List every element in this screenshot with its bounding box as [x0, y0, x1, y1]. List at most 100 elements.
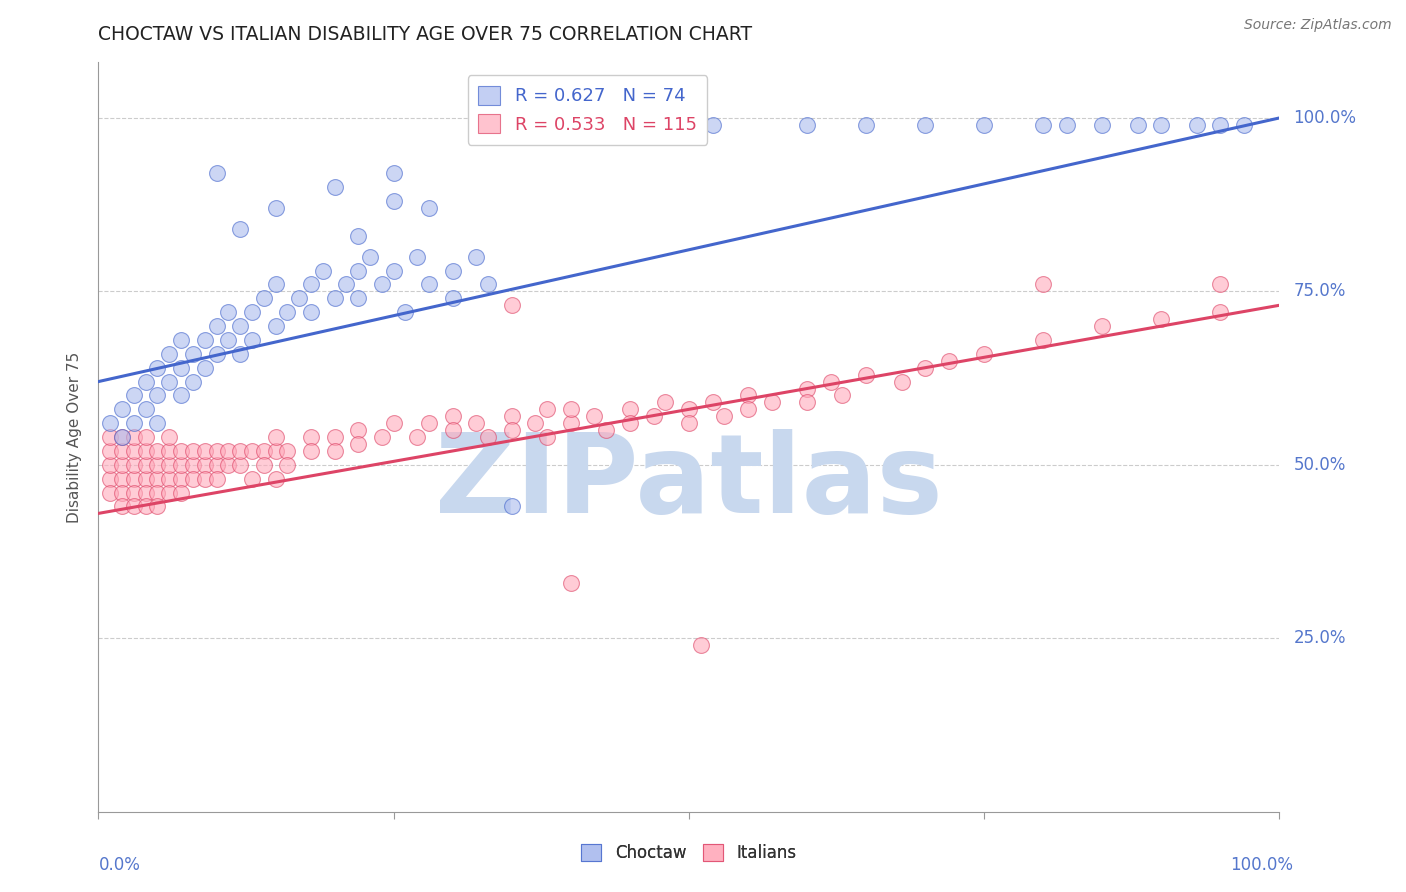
Point [122, 388, 145, 402]
Point [890, 375, 912, 389]
Point [205, 458, 228, 472]
Point [217, 444, 239, 458]
Point [205, 347, 228, 361]
Point [264, 319, 287, 334]
Point [382, 194, 405, 209]
Point [157, 458, 180, 472]
Point [181, 444, 204, 458]
Point [194, 458, 217, 472]
Point [264, 201, 287, 215]
Point [406, 430, 429, 444]
Point [1185, 118, 1208, 132]
Point [1056, 118, 1078, 132]
Point [382, 263, 405, 277]
Point [122, 444, 145, 458]
Point [501, 423, 523, 437]
Point [135, 402, 157, 417]
Point [135, 444, 157, 458]
Point [146, 444, 169, 458]
Point [157, 347, 180, 361]
Point [146, 500, 169, 514]
Point [713, 409, 735, 424]
Point [689, 638, 711, 652]
Point [737, 402, 759, 417]
Point [217, 333, 239, 347]
Point [761, 395, 783, 409]
Point [524, 416, 547, 430]
Point [536, 430, 558, 444]
Point [371, 277, 394, 292]
Point [264, 430, 287, 444]
Point [323, 430, 346, 444]
Point [914, 118, 936, 132]
Point [501, 409, 523, 424]
Point [217, 305, 239, 319]
Text: Source: ZipAtlas.com: Source: ZipAtlas.com [1244, 18, 1392, 32]
Point [205, 319, 228, 334]
Point [170, 485, 193, 500]
Point [643, 409, 665, 424]
Point [253, 444, 276, 458]
Text: 50.0%: 50.0% [1294, 456, 1346, 474]
Point [299, 277, 322, 292]
Point [146, 472, 169, 486]
Point [205, 472, 228, 486]
Text: 100.0%: 100.0% [1230, 856, 1294, 874]
Point [170, 458, 193, 472]
Point [135, 485, 157, 500]
Point [1233, 118, 1256, 132]
Point [406, 250, 429, 264]
Point [347, 228, 370, 243]
Point [347, 437, 370, 451]
Point [122, 416, 145, 430]
Point [170, 333, 193, 347]
Point [371, 430, 394, 444]
Point [181, 472, 204, 486]
Point [98, 416, 121, 430]
Point [240, 333, 263, 347]
Point [146, 388, 169, 402]
Point [111, 444, 134, 458]
Point [619, 416, 641, 430]
Point [654, 395, 676, 409]
Point [194, 472, 217, 486]
Point [146, 416, 169, 430]
Point [831, 388, 853, 402]
Point [194, 333, 217, 347]
Point [135, 430, 157, 444]
Point [1091, 319, 1114, 334]
Point [229, 444, 252, 458]
Point [181, 375, 204, 389]
Point [1209, 305, 1232, 319]
Point [855, 118, 877, 132]
Point [229, 319, 252, 334]
Point [264, 444, 287, 458]
Point [253, 458, 276, 472]
Point [299, 430, 322, 444]
Text: 100.0%: 100.0% [1294, 109, 1357, 127]
Point [157, 444, 180, 458]
Point [276, 444, 298, 458]
Point [1150, 118, 1173, 132]
Point [229, 458, 252, 472]
Point [170, 360, 193, 375]
Point [240, 444, 263, 458]
Point [146, 485, 169, 500]
Point [678, 402, 700, 417]
Point [820, 375, 842, 389]
Point [418, 416, 440, 430]
Point [1032, 277, 1054, 292]
Point [560, 402, 582, 417]
Point [111, 472, 134, 486]
Point [796, 382, 818, 396]
Point [501, 298, 523, 312]
Point [98, 430, 121, 444]
Point [135, 458, 157, 472]
Point [619, 402, 641, 417]
Point [702, 118, 724, 132]
Point [1126, 118, 1149, 132]
Point [135, 375, 157, 389]
Point [98, 485, 121, 500]
Point [205, 166, 228, 180]
Point [170, 388, 193, 402]
